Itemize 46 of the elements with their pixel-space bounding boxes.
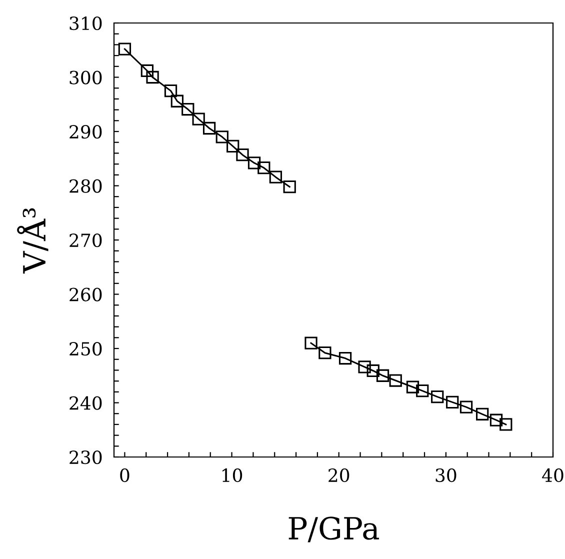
point xyxy=(248,156,261,170)
y-axis-title: V/Å³ xyxy=(17,208,48,274)
point xyxy=(304,336,318,350)
point xyxy=(406,380,420,394)
point xyxy=(490,414,503,426)
x-tick-label: 30 xyxy=(436,468,456,482)
point xyxy=(182,102,194,116)
point xyxy=(192,112,205,126)
point xyxy=(170,94,184,108)
point xyxy=(140,64,154,78)
point xyxy=(358,360,371,374)
y-tick-label: 270 xyxy=(70,233,102,248)
point xyxy=(283,180,296,194)
y-tick-label: 230 xyxy=(70,450,102,464)
y-tick-label: 280 xyxy=(70,179,102,193)
point xyxy=(366,364,380,378)
y-tick-label: 290 xyxy=(70,124,102,139)
point xyxy=(269,170,282,184)
point xyxy=(338,352,352,365)
y-tick-label: 250 xyxy=(70,342,102,356)
x-tick-label: 0 xyxy=(120,468,130,482)
point xyxy=(431,390,444,404)
x-tick-label: 10 xyxy=(222,468,242,482)
y-tick-label: 260 xyxy=(70,288,102,302)
x-tick-label: 40 xyxy=(542,468,564,482)
y-tick-label: 300 xyxy=(70,70,102,84)
point xyxy=(118,42,132,56)
y-tick-label: 310 xyxy=(70,16,102,30)
point xyxy=(446,396,459,409)
point xyxy=(389,374,402,387)
point xyxy=(476,408,489,420)
point xyxy=(236,148,249,162)
x-axis-title: P/GPa xyxy=(288,516,379,542)
y-tick-label: 240 xyxy=(70,396,102,410)
point xyxy=(216,130,228,144)
point xyxy=(146,70,159,84)
point xyxy=(500,418,512,431)
point xyxy=(258,162,270,174)
point xyxy=(202,122,216,135)
point xyxy=(226,140,240,152)
point xyxy=(416,384,429,398)
point xyxy=(460,400,473,414)
point xyxy=(318,346,332,360)
point xyxy=(164,84,178,98)
point xyxy=(376,369,390,382)
x-tick-label: 20 xyxy=(328,468,350,482)
